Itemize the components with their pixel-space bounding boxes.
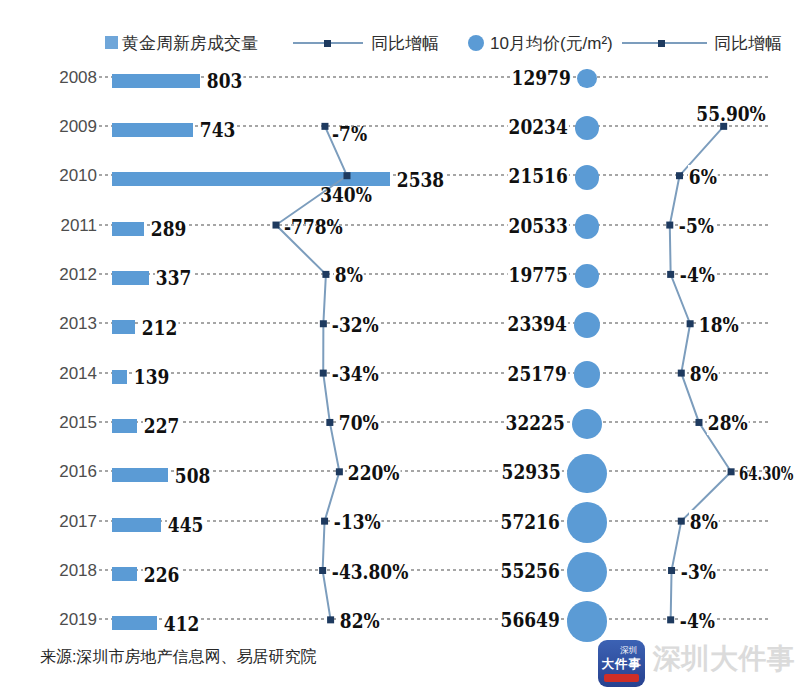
year-label: 2013 — [59, 314, 97, 334]
price-yoy-label: -4% — [679, 609, 716, 633]
year-label: 2018 — [59, 561, 97, 581]
legend-label-price-yoy: 同比增幅 — [714, 32, 782, 55]
price-value: 57216 — [500, 510, 561, 534]
line-legend-swatch2 — [622, 42, 707, 44]
volume-value: 289 — [150, 217, 187, 241]
volume-value: 227 — [143, 414, 180, 438]
price-yoy-label: 28% — [707, 411, 749, 435]
volume-value: 508 — [174, 464, 211, 488]
price-value: 20234 — [508, 115, 569, 139]
price-value: 25179 — [507, 362, 568, 386]
label-layer: 2008 803 2009 743 2010 2538 2011 289 2012 337 2013… — [0, 0, 800, 693]
price-yoy-label: 55.90% — [696, 102, 765, 126]
year-label: 2015 — [59, 413, 97, 433]
volume-value: 2538 — [396, 168, 445, 192]
price-yoy-label: -4% — [679, 263, 716, 287]
volume-value: 743 — [199, 118, 236, 142]
price-yoy-label: -3% — [680, 560, 717, 584]
watermark: 深圳大件事 — [653, 640, 796, 678]
price-value: 55256 — [500, 559, 561, 583]
volume-yoy-label: -7% — [332, 122, 367, 146]
logo-red-band — [604, 674, 639, 682]
volume-yoy-label: -32% — [331, 313, 380, 337]
volume-value: 139 — [133, 365, 170, 389]
year-label: 2019 — [59, 610, 97, 630]
source-note: 来源:深圳市房地产信息网、易居研究院 — [40, 647, 316, 668]
app-logo: 深圳 大件事 — [598, 640, 645, 687]
volume-value: 226 — [143, 563, 180, 587]
legend-label-volume-yoy: 同比增幅 — [371, 32, 439, 55]
volume-value: 445 — [167, 513, 204, 537]
year-label: 2011 — [60, 216, 97, 236]
infographic: 2008 803 2009 743 2010 2538 2011 289 2012 337 2013… — [0, 0, 800, 693]
volume-yoy-label: -43.80% — [331, 560, 409, 584]
volume-yoy-label: 70% — [338, 411, 380, 435]
volume-value: 803 — [206, 69, 243, 93]
year-label: 2016 — [59, 462, 97, 482]
price-value: 12979 — [510, 66, 571, 90]
price-yoy-label: 8% — [689, 362, 719, 386]
price-yoy-label: -5% — [678, 214, 715, 238]
legend-label-volume: 黄金周新房成交量 — [122, 32, 258, 55]
volume-yoy-label: -13% — [333, 510, 382, 534]
line-legend-swatch — [293, 42, 363, 44]
volume-yoy-label: 8% — [334, 263, 364, 287]
bar-legend-swatch — [105, 36, 118, 49]
year-label: 2017 — [59, 512, 97, 532]
volume-yoy-label: -778% — [284, 215, 343, 239]
line-marker-icon — [658, 40, 665, 47]
price-yoy-label: 6% — [688, 165, 718, 189]
price-value: 32225 — [505, 411, 566, 435]
price-yoy-label: 64.30% — [739, 462, 793, 484]
year-label: 2012 — [59, 265, 97, 285]
volume-yoy-label: 82% — [339, 609, 381, 633]
volume-yoy-label: -34% — [331, 362, 380, 386]
line-marker-icon — [324, 40, 331, 47]
volume-value: 412 — [163, 612, 200, 636]
price-value: 56649 — [500, 608, 561, 632]
volume-yoy-label: 340% — [320, 183, 372, 207]
price-value: 21516 — [508, 164, 569, 188]
price-value: 52935 — [501, 460, 562, 484]
year-label: 2009 — [59, 117, 97, 137]
price-yoy-label: 8% — [689, 510, 719, 534]
price-value: 20533 — [508, 214, 569, 238]
year-label: 2008 — [59, 68, 97, 88]
price-value: 19775 — [508, 263, 569, 287]
legend-label-price: 10月均价(元/m²) — [490, 32, 613, 55]
logo-text-main: 大件事 — [598, 656, 645, 673]
volume-value: 212 — [141, 316, 178, 340]
year-label: 2014 — [59, 364, 97, 384]
price-value: 23394 — [507, 312, 568, 336]
year-label: 2010 — [59, 166, 97, 186]
price-yoy-label: 18% — [698, 313, 740, 337]
volume-value: 337 — [155, 266, 192, 290]
volume-yoy-label: 220% — [347, 461, 400, 485]
bubble-legend-swatch — [468, 35, 484, 51]
